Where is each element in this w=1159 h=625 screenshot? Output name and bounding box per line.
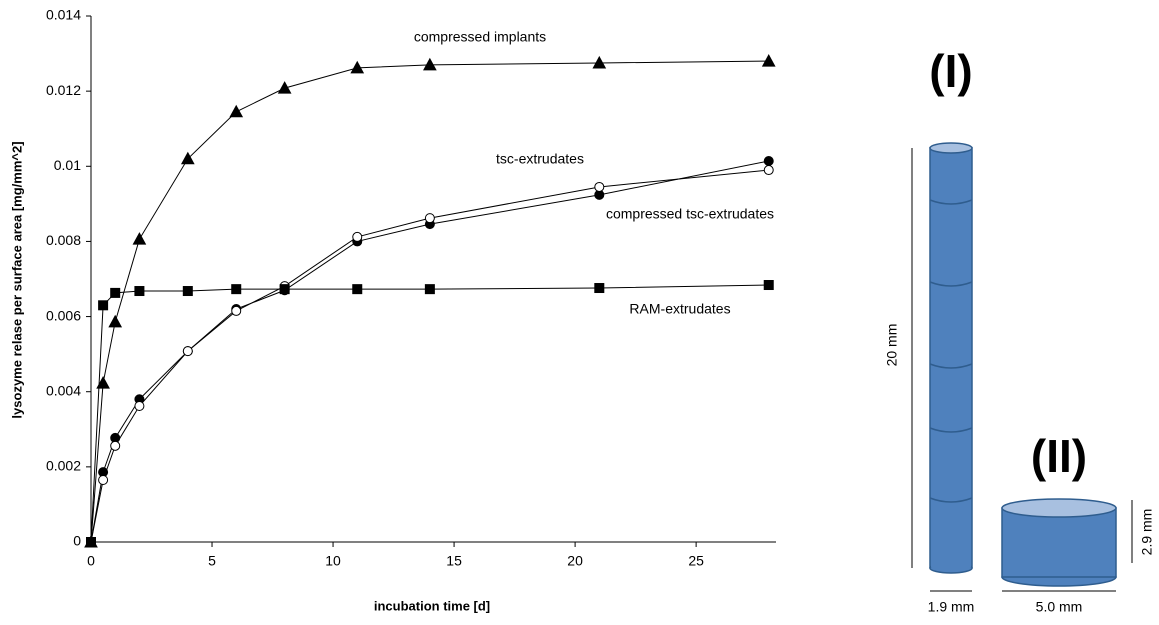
length-label: 20 mm	[884, 324, 900, 367]
x-tick-label: 20	[567, 553, 583, 569]
cylinder-1	[929, 142, 973, 574]
marker	[350, 60, 365, 74]
series-line	[90, 284, 769, 543]
height-label: 2.9 mm	[1139, 509, 1155, 556]
marker	[86, 537, 96, 547]
series-label: tsc-extrudates	[496, 151, 584, 167]
series-label: compressed tsc-extrudates	[606, 206, 774, 222]
x-axis-title: incubation time [d]	[374, 598, 490, 613]
x-tick-label: 10	[325, 553, 341, 569]
y-tick-label: 0.002	[46, 458, 81, 474]
y-tick-label: 0.01	[54, 157, 81, 173]
cylinder-2	[1001, 498, 1117, 587]
marker	[423, 57, 437, 71]
marker	[231, 284, 242, 295]
label-ii: (II)	[1031, 430, 1087, 482]
y-tick-label: 0.004	[46, 382, 81, 398]
y-tick-label: 0.008	[46, 232, 81, 248]
marker	[182, 286, 193, 297]
marker	[763, 156, 774, 167]
diameter-label: 5.0 mm	[1036, 599, 1083, 615]
marker	[352, 284, 363, 295]
marker	[231, 305, 242, 316]
dimension-lines	[911, 148, 1133, 592]
x-tick-label: 5	[208, 553, 216, 569]
marker	[96, 376, 110, 389]
marker	[352, 231, 363, 242]
marker	[424, 213, 435, 224]
marker	[229, 104, 244, 118]
marker	[763, 165, 774, 176]
marker	[110, 287, 121, 298]
marker	[592, 55, 607, 69]
marker	[761, 54, 776, 67]
x-tick-label: 25	[688, 553, 704, 569]
marker	[594, 181, 605, 192]
series-label: compressed implants	[414, 29, 546, 45]
marker	[98, 475, 109, 486]
y-tick-label: 0.006	[46, 307, 81, 323]
x-tick-label: 15	[446, 553, 462, 569]
y-tick-label: 0.014	[46, 7, 81, 23]
marker	[182, 346, 193, 357]
marker	[594, 283, 605, 294]
marker	[424, 284, 435, 295]
x-tick-label: 0	[87, 553, 95, 569]
marker	[98, 300, 109, 311]
marker	[110, 440, 121, 451]
y-tick-label: 0	[73, 533, 81, 549]
y-tick-label: 0.012	[46, 82, 81, 98]
series-label: RAM-extrudates	[629, 301, 730, 317]
label-i: (I)	[929, 45, 972, 97]
diameter-label: 1.9 mm	[928, 599, 975, 615]
marker	[279, 284, 290, 295]
marker	[134, 286, 145, 297]
marker	[134, 400, 145, 411]
marker	[132, 232, 147, 245]
y-axis-title: lysozyme relase per surface area [mg/mm^…	[9, 141, 24, 418]
marker	[763, 280, 774, 291]
marker	[277, 81, 292, 94]
marker	[108, 314, 123, 328]
marker	[180, 151, 195, 165]
